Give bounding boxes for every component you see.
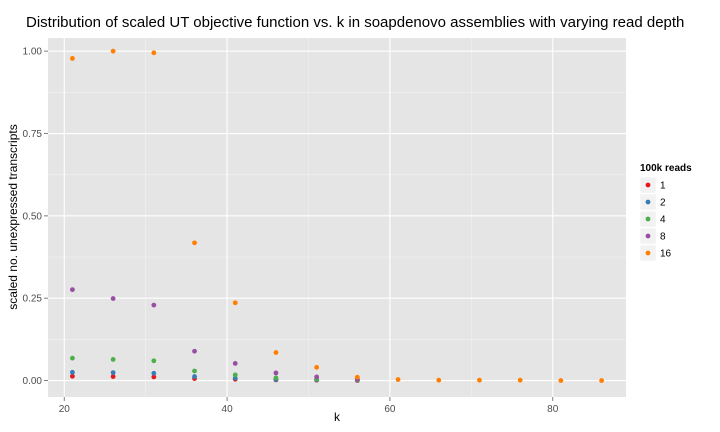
gridlines (48, 38, 626, 397)
data-point-series-4 (192, 368, 197, 374)
data-point-series-4 (110, 357, 116, 362)
x-axis-ticks: 20 40 60 80 (59, 397, 559, 415)
data-point-series-4 (273, 375, 279, 381)
y-tick-label: 0.75 (23, 129, 43, 140)
data-point-series-16 (354, 374, 360, 380)
y-axis-ticks: 0.00 0.25 0.50 0.75 1.00 (23, 47, 48, 387)
data-point-series-2 (70, 369, 75, 375)
legend-label: 4 (660, 215, 666, 226)
legend-title: 100k reads (640, 163, 692, 174)
chart-title: Distribution of scaled UT objective func… (26, 14, 684, 31)
legend-marker (645, 250, 651, 256)
plot-panel (48, 38, 626, 397)
y-tick-label: 0.50 (23, 211, 43, 222)
data-point-series-1 (70, 373, 75, 379)
y-tick-label: 0.25 (23, 294, 43, 305)
y-tick-label: 0.00 (23, 376, 43, 387)
data-point-series-8 (110, 296, 116, 301)
y-tick-label: 1.00 (23, 47, 43, 58)
data-point-series-2 (232, 375, 238, 381)
data-point-series-16 (70, 56, 75, 61)
y-axis-title: scaled no. unexpressed transcripts (6, 124, 20, 309)
legend-marker (645, 233, 651, 239)
data-point-series-1 (151, 374, 157, 380)
legend-label: 16 (660, 249, 672, 260)
data-point-series-16 (599, 378, 604, 383)
x-tick-label: 20 (59, 404, 71, 415)
legend-marker (645, 199, 651, 205)
legend-label: 1 (660, 181, 666, 192)
x-tick-label: 40 (222, 404, 234, 415)
legend-label: 2 (660, 198, 666, 209)
data-point-series-2 (110, 370, 116, 376)
data-point-series-1 (110, 374, 116, 379)
data-point-series-16 (395, 377, 401, 382)
legend-label: 8 (660, 232, 666, 243)
data-point-series-2 (151, 370, 157, 376)
x-tick-label: 80 (547, 404, 559, 415)
data-point-series-8 (232, 361, 238, 366)
data-point-series-2 (192, 374, 197, 379)
data-point-series-16 (232, 300, 238, 306)
data-point-series-8 (192, 348, 197, 354)
data-point-series-4 (70, 355, 75, 361)
data-points (70, 48, 604, 383)
data-point-series-4 (232, 372, 238, 378)
legend-marker (645, 216, 651, 222)
data-point-series-8 (314, 374, 320, 380)
data-point-series-16 (273, 350, 279, 355)
data-point-series-8 (151, 302, 157, 308)
data-point-series-8 (70, 287, 75, 293)
data-point-series-16 (192, 240, 197, 246)
data-point-series-16 (314, 364, 320, 370)
data-point-series-16 (151, 50, 157, 56)
legend-marker (645, 182, 651, 188)
data-point-series-4 (151, 358, 157, 364)
data-point-series-16 (110, 48, 116, 54)
data-point-series-16 (477, 377, 482, 383)
data-point-series-16 (517, 377, 523, 383)
legend: 100k reads 1 2 4 8 16 (639, 163, 692, 262)
x-tick-label: 60 (384, 404, 396, 415)
x-axis-title: k (334, 410, 341, 424)
data-point-series-16 (436, 377, 442, 383)
data-point-series-8 (273, 370, 279, 376)
data-point-series-16 (558, 378, 564, 383)
